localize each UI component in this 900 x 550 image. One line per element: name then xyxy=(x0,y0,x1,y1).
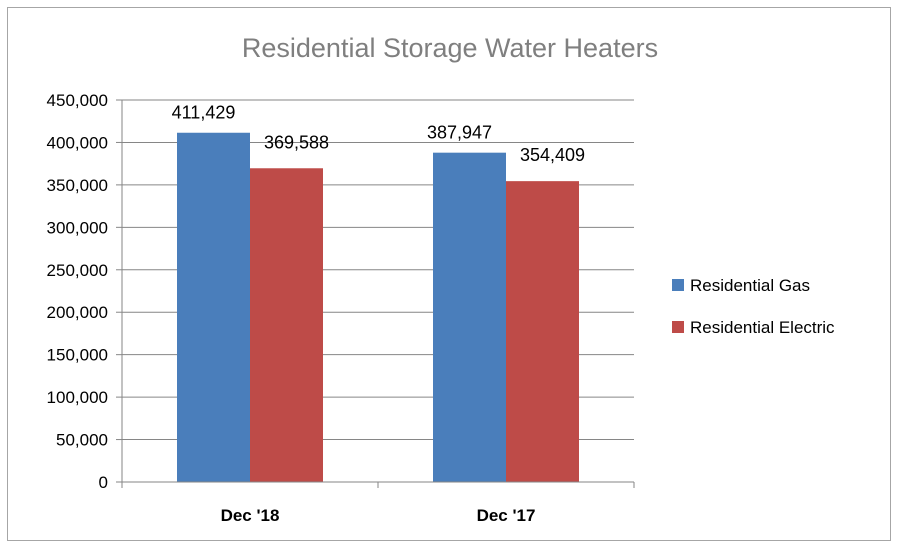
x-axis: Dec '18 Dec '17 xyxy=(121,481,635,525)
legend-label: Residential Electric xyxy=(690,318,835,337)
data-label: 387,947 xyxy=(427,123,492,143)
x-category-label: Dec '17 xyxy=(477,506,536,525)
y-tick-label: 450,000 xyxy=(47,91,108,110)
bar-residential-electric xyxy=(250,168,323,482)
chart-title: Residential Storage Water Heaters xyxy=(242,33,658,63)
y-tick-label: 400,000 xyxy=(47,133,108,152)
bar-residential-gas xyxy=(177,132,250,482)
y-tick-label: 250,000 xyxy=(47,261,108,280)
data-label: 369,588 xyxy=(264,132,329,152)
bars xyxy=(177,132,579,483)
legend-swatch-residential-electric xyxy=(672,321,684,333)
y-tick-label: 200,000 xyxy=(47,303,108,322)
y-axis: 0 50,000 100,000 150,000 200,000 250,000 300,0… xyxy=(47,91,123,492)
data-label: 411,429 xyxy=(172,103,236,123)
data-labels: 411,429 369,588 387,947 354,409 xyxy=(172,103,585,165)
y-tick-label: 150,000 xyxy=(47,346,108,365)
x-category-label: Dec '18 xyxy=(221,506,280,525)
y-tick-label: 300,000 xyxy=(47,218,108,237)
y-tick-label: 350,000 xyxy=(47,176,108,195)
y-tick-label: 0 xyxy=(99,473,108,492)
bar-residential-gas xyxy=(433,152,506,483)
legend: Residential Gas Residential Electric xyxy=(672,276,835,337)
y-tick-label: 100,000 xyxy=(47,388,108,407)
legend-swatch-residential-gas xyxy=(672,279,684,291)
y-tick-label: 50,000 xyxy=(56,431,108,450)
legend-label: Residential Gas xyxy=(690,276,810,295)
data-label: 354,409 xyxy=(520,145,585,165)
bar-residential-electric xyxy=(506,181,579,483)
